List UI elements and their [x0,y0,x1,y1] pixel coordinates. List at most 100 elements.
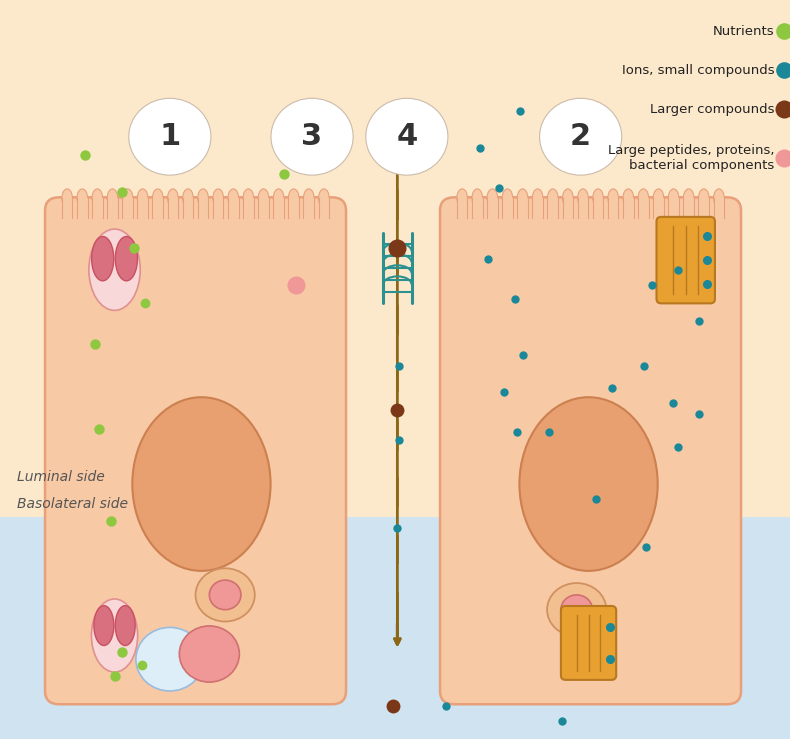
Ellipse shape [152,189,163,207]
Bar [487,198,498,218]
Ellipse shape [547,583,607,636]
Ellipse shape [561,595,592,624]
Bar [653,198,664,218]
Ellipse shape [198,189,209,207]
Bar [713,198,724,218]
Ellipse shape [182,189,194,207]
Ellipse shape [608,189,619,207]
Ellipse shape [115,236,137,281]
Ellipse shape [487,189,498,207]
Bar [77,198,88,218]
Bar [623,198,634,218]
Ellipse shape [288,189,299,207]
Ellipse shape [713,189,724,207]
Ellipse shape [638,189,649,207]
Bar [167,198,179,218]
Bar [213,198,224,218]
Ellipse shape [547,189,558,207]
Ellipse shape [653,189,664,207]
Circle shape [129,98,211,175]
Text: 4: 4 [397,122,417,151]
Circle shape [540,98,622,175]
Bar [608,198,619,218]
Text: Ions, small compounds: Ions, small compounds [622,64,774,77]
Bar [502,198,513,218]
Text: Large peptides, proteins,
bacterial components: Large peptides, proteins, bacterial comp… [608,144,774,172]
Bar [273,198,284,218]
Circle shape [271,98,353,175]
Bar [562,198,574,218]
Text: Basolateral side: Basolateral side [17,497,129,511]
FancyBboxPatch shape [656,217,715,303]
Ellipse shape [228,189,239,207]
Bar [532,198,543,218]
Text: Luminal side: Luminal side [17,470,105,483]
Ellipse shape [94,605,114,646]
Ellipse shape [115,605,135,646]
Ellipse shape [209,580,241,610]
Bar [0,0,790,517]
Ellipse shape [457,189,468,207]
Ellipse shape [92,599,137,672]
Text: 2: 2 [570,122,591,151]
Bar [228,198,239,218]
Ellipse shape [562,189,574,207]
Bar [592,198,604,218]
FancyBboxPatch shape [561,606,616,680]
Bar [258,198,269,218]
Ellipse shape [303,189,314,207]
Ellipse shape [92,236,114,281]
Ellipse shape [62,189,73,207]
Bar [137,198,148,218]
Text: 3: 3 [302,122,322,151]
Ellipse shape [472,189,483,207]
FancyBboxPatch shape [440,197,741,704]
Ellipse shape [107,189,118,207]
Ellipse shape [698,189,709,207]
Bar [122,198,133,218]
Ellipse shape [668,189,679,207]
Ellipse shape [167,189,179,207]
Bar [683,198,694,218]
Bar [0,517,790,739]
Ellipse shape [122,189,133,207]
Ellipse shape [77,189,88,207]
Bar [62,198,73,218]
Ellipse shape [92,189,103,207]
Bar [303,198,314,218]
Bar [198,198,209,218]
Circle shape [366,98,448,175]
Circle shape [136,627,204,691]
Ellipse shape [517,189,528,207]
Ellipse shape [623,189,634,207]
Ellipse shape [577,189,589,207]
Ellipse shape [133,398,271,571]
Text: Nutrients: Nutrients [713,24,774,38]
Ellipse shape [532,189,543,207]
Bar [152,198,163,218]
Bar [577,198,589,218]
Bar [457,198,468,218]
Bar [638,198,649,218]
Bar [92,198,103,218]
Ellipse shape [213,189,224,207]
Ellipse shape [88,229,141,310]
Bar [472,198,483,218]
Ellipse shape [318,189,329,207]
Bar [517,198,528,218]
Bar [318,198,329,218]
Ellipse shape [137,189,148,207]
FancyBboxPatch shape [45,197,346,704]
Ellipse shape [195,568,254,621]
Ellipse shape [243,189,254,207]
Ellipse shape [592,189,604,207]
Bar [243,198,254,218]
Bar [182,198,194,218]
Ellipse shape [273,189,284,207]
Text: 1: 1 [160,122,180,151]
Ellipse shape [683,189,694,207]
Text: Larger compounds: Larger compounds [649,103,774,116]
Ellipse shape [502,189,513,207]
Ellipse shape [520,398,657,571]
Bar [107,198,118,218]
